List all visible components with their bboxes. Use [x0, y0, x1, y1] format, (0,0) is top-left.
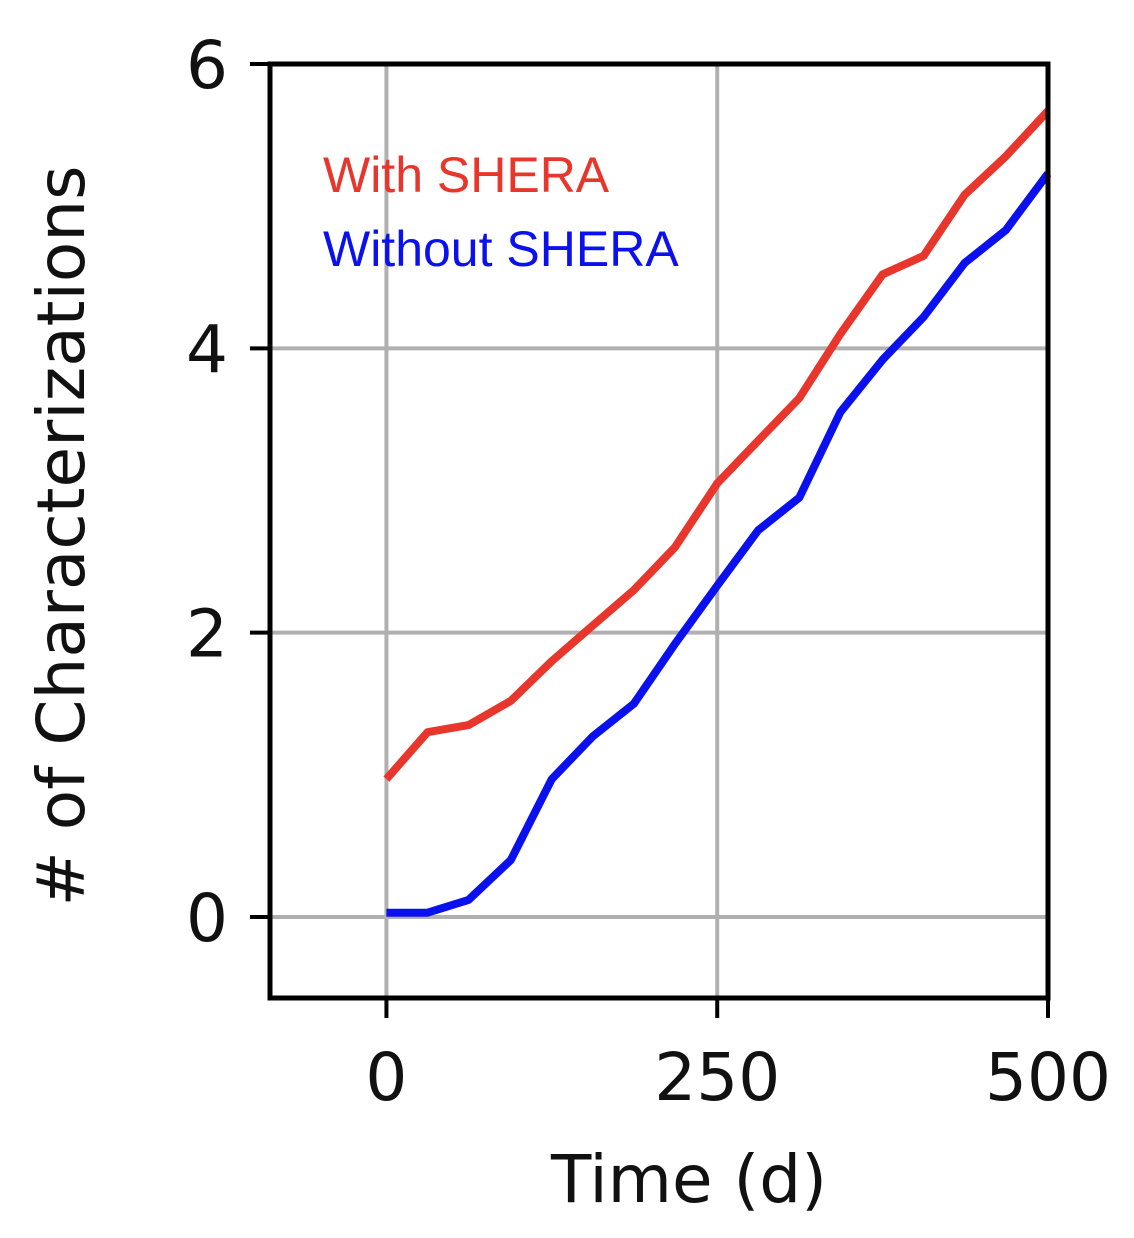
y-tick-label: 6 — [186, 27, 228, 104]
x-axis-label: Time (d) — [550, 1141, 827, 1218]
x-tick-label: 500 — [985, 1039, 1111, 1116]
y-tick-label: 0 — [186, 880, 228, 957]
series-lines — [383, 108, 1052, 917]
series-line-0 — [383, 108, 1051, 782]
y-tick-label: 2 — [186, 596, 228, 673]
plot-frame — [267, 61, 1051, 1001]
legend: With SHERA Without SHERA — [323, 147, 679, 277]
axis-ticks — [250, 62, 1050, 1018]
series-line-1 — [386, 171, 1052, 917]
y-tick-label: 4 — [186, 311, 228, 388]
tick-labels: 0 250 500 0 2 4 6 — [186, 27, 1111, 1116]
x-tick-label: 250 — [654, 1039, 780, 1116]
grid-lines — [270, 64, 1050, 998]
x-tick-label: 0 — [365, 1039, 407, 1116]
y-axis-label: # of Characterizations — [23, 166, 100, 907]
legend-entry: Without SHERA — [323, 221, 679, 277]
legend-entry: With SHERA — [323, 147, 610, 203]
